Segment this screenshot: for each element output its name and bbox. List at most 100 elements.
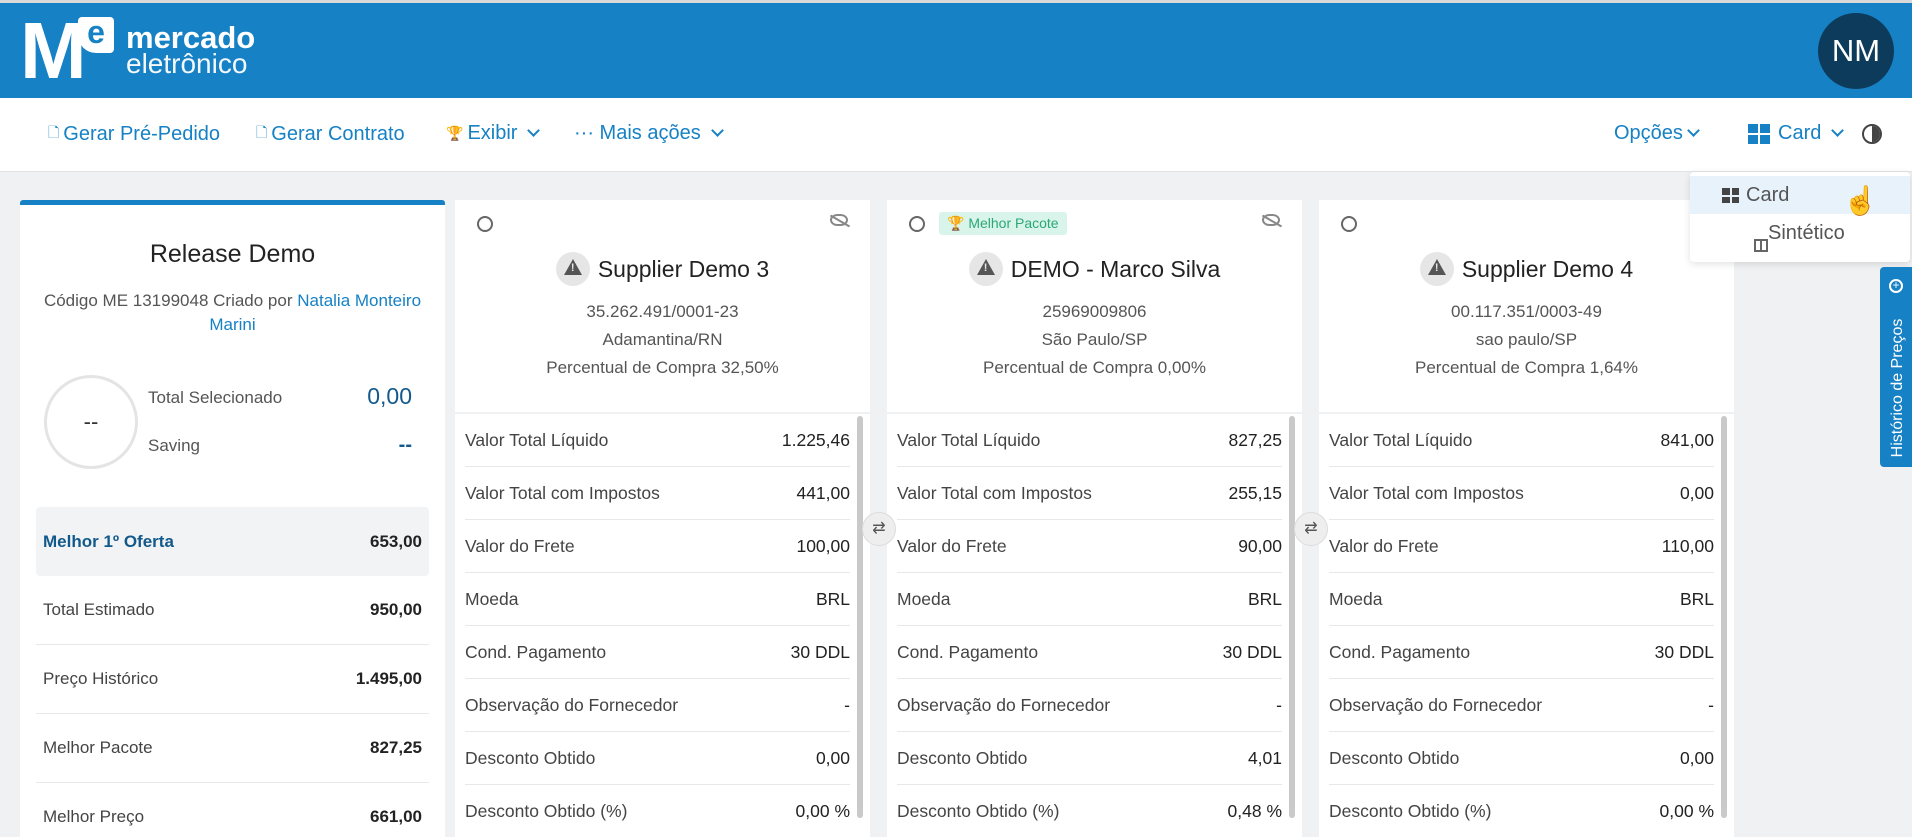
list-item: Valor Total com Impostos 255,15 — [897, 467, 1282, 520]
menu-item-sintetico[interactable]: Sintético — [1690, 214, 1910, 252]
supplier-name[interactable]: Supplier Demo 3 — [455, 252, 870, 286]
supplier-percent: Percentual de Compra 1,64% — [1414, 358, 1639, 377]
list-item: Valor do Frete 100,00 — [465, 520, 850, 573]
list-item: Desconto Obtido (%) 0,00 % — [465, 785, 850, 837]
document-icon: 🗋 — [256, 124, 268, 140]
list-item: Melhor 1º Oferta 653,00 — [36, 507, 429, 576]
supplier-doc: 25969009806 — [1042, 302, 1147, 321]
list-item: Observação do Fornecedor - — [1329, 679, 1714, 732]
chevron-down-icon — [1687, 124, 1700, 137]
supplier-city: sao paulo/SP — [1475, 330, 1578, 349]
summary-panel: Release Demo Código ME 13199048 Criado p… — [20, 200, 445, 837]
gerar-contrato-button[interactable]: 🗋 Gerar Contrato — [256, 122, 405, 145]
view-mode-menu: Card Sintético — [1690, 172, 1910, 262]
view-mode-dropdown[interactable]: Card — [1748, 122, 1845, 145]
creator-link[interactable]: Natalia Monteiro Marini — [209, 291, 422, 334]
chevron-down-icon — [1831, 124, 1845, 137]
total-selecionado-value: 0,00 — [367, 383, 412, 409]
summary-list: Melhor 1º Oferta 653,00 Total Estimado 950… — [36, 507, 429, 837]
hand-cursor-icon: ☝ — [1843, 185, 1878, 216]
swap-arrows-icon[interactable]: ⇄ — [1294, 512, 1328, 546]
chevron-down-icon — [527, 124, 541, 137]
list-item: Melhor Preço 661,00 — [36, 783, 429, 837]
grid-icon — [1748, 123, 1770, 144]
user-avatar[interactable]: NM — [1818, 13, 1894, 89]
plus-icon: + — [1889, 279, 1903, 293]
list-item: Desconto Obtido 0,00 — [465, 732, 850, 785]
total-selecionado-label: Total Selecionado — [148, 388, 283, 407]
hide-eye-icon[interactable] — [1262, 214, 1280, 226]
select-supplier-radio[interactable] — [1341, 216, 1357, 232]
historico-precos-tab[interactable]: + Histórico de Preços — [1880, 267, 1912, 467]
list-item: Total Estimado 950,00 — [36, 576, 429, 645]
list-item: Valor Total com Impostos 441,00 — [465, 467, 850, 520]
list-item: Valor do Frete 90,00 — [897, 520, 1282, 573]
page-title: Release Demo — [149, 240, 316, 268]
supplier-city: São Paulo/SP — [1041, 330, 1148, 349]
supplier-name[interactable]: Supplier Demo 4 — [1319, 252, 1734, 286]
list-item: Valor Total com Impostos 0,00 — [1329, 467, 1714, 520]
list-item: Desconto Obtido 4,01 — [897, 732, 1282, 785]
supplier-percent: Percentual de Compra 0,00% — [982, 358, 1207, 377]
scrollbar[interactable] — [857, 416, 863, 818]
action-toolbar: 🗋 Gerar Pré-Pedido 🗋 Gerar Contrato 🏆 Ex… — [0, 98, 1912, 172]
logo-line2: eletrônico — [126, 48, 248, 79]
supplier-values-list: Valor Total Líquido 827,25 Valor Total co… — [897, 414, 1282, 837]
scrollbar[interactable] — [1721, 416, 1727, 818]
list-item: Valor Total Líquido 1.225,46 — [465, 414, 850, 467]
list-item: Observação do Fornecedor - — [897, 679, 1282, 732]
warning-icon — [1419, 252, 1454, 286]
grid-icon — [1722, 188, 1739, 203]
list-item: Valor Total Líquido 841,00 — [1329, 414, 1714, 467]
list-item: Melhor Pacote 827,25 — [36, 714, 429, 783]
supplier-percent: Percentual de Compra 32,50% — [546, 358, 779, 377]
document-icon: 🗋 — [48, 124, 60, 140]
list-item: Desconto Obtido (%) 0,48 % — [897, 785, 1282, 837]
exibir-dropdown[interactable]: 🏆 Exibir — [446, 122, 541, 145]
supplier-values-list: Valor Total Líquido 1.225,46 Valor Total … — [465, 414, 850, 837]
contrast-icon[interactable] — [1862, 124, 1882, 144]
supplier-card: Supplier Demo 3 35.262.491/0001-23 Adama… — [455, 200, 870, 837]
supplier-values-list: Valor Total Líquido 841,00 Valor Total co… — [1329, 414, 1714, 837]
mais-acoes-dropdown[interactable]: ··· Mais ações — [574, 122, 724, 145]
swap-arrows-icon[interactable]: ⇄ — [862, 512, 896, 546]
trophy-icon: 🏆 — [947, 215, 965, 231]
list-item: Moeda BRL — [897, 573, 1282, 626]
gerar-pre-pedido-button[interactable]: 🗋 Gerar Pré-Pedido — [48, 122, 221, 145]
supplier-name[interactable]: DEMO - Marco Silva — [887, 252, 1302, 286]
warning-icon — [968, 252, 1003, 286]
supplier-card: 🏆 Melhor Pacote DEMO - Marco Silva 25969… — [887, 200, 1302, 837]
menu-item-card[interactable]: Card — [1690, 176, 1910, 214]
list-item: Desconto Obtido 0,00 — [1329, 732, 1714, 785]
select-supplier-radio[interactable] — [477, 216, 493, 232]
columns-icon — [1754, 238, 1768, 252]
melhor-pacote-badge: 🏆 Melhor Pacote — [939, 212, 1067, 235]
trophy-icon: 🏆 — [446, 125, 464, 141]
opcoes-dropdown[interactable]: Opções — [1614, 122, 1700, 145]
supplier-doc: 35.262.491/0001-23 — [586, 302, 739, 321]
saving-label: Saving — [148, 436, 200, 455]
logo-line1: mercado — [126, 20, 256, 55]
quotation-code: Código ME 13199048 Criado por Natalia Mo… — [43, 291, 422, 334]
chevron-down-icon — [710, 124, 724, 137]
supplier-city: Adamantina/RN — [602, 330, 723, 349]
supplier-card: Supplier Demo 4 00.117.351/0003-49 sao p… — [1319, 200, 1734, 837]
hide-eye-icon[interactable] — [830, 214, 848, 226]
select-supplier-radio[interactable] — [909, 216, 925, 232]
list-item: Valor do Frete 110,00 — [1329, 520, 1714, 573]
saving-gauge: -- — [44, 375, 138, 469]
list-item: Observação do Fornecedor - — [465, 679, 850, 732]
saving-value: -- — [398, 434, 412, 456]
list-item: Preço Histórico 1.495,00 — [36, 645, 429, 714]
list-item: Cond. Pagamento 30 DDL — [1329, 626, 1714, 679]
warning-icon — [555, 252, 590, 286]
supplier-doc: 00.117.351/0003-49 — [1451, 302, 1602, 321]
list-item: Moeda BRL — [1329, 573, 1714, 626]
list-item: Moeda BRL — [465, 573, 850, 626]
scrollbar[interactable] — [1289, 416, 1295, 818]
list-item: Desconto Obtido (%) 0,00 % — [1329, 785, 1714, 837]
list-item: Cond. Pagamento 30 DDL — [897, 626, 1282, 679]
